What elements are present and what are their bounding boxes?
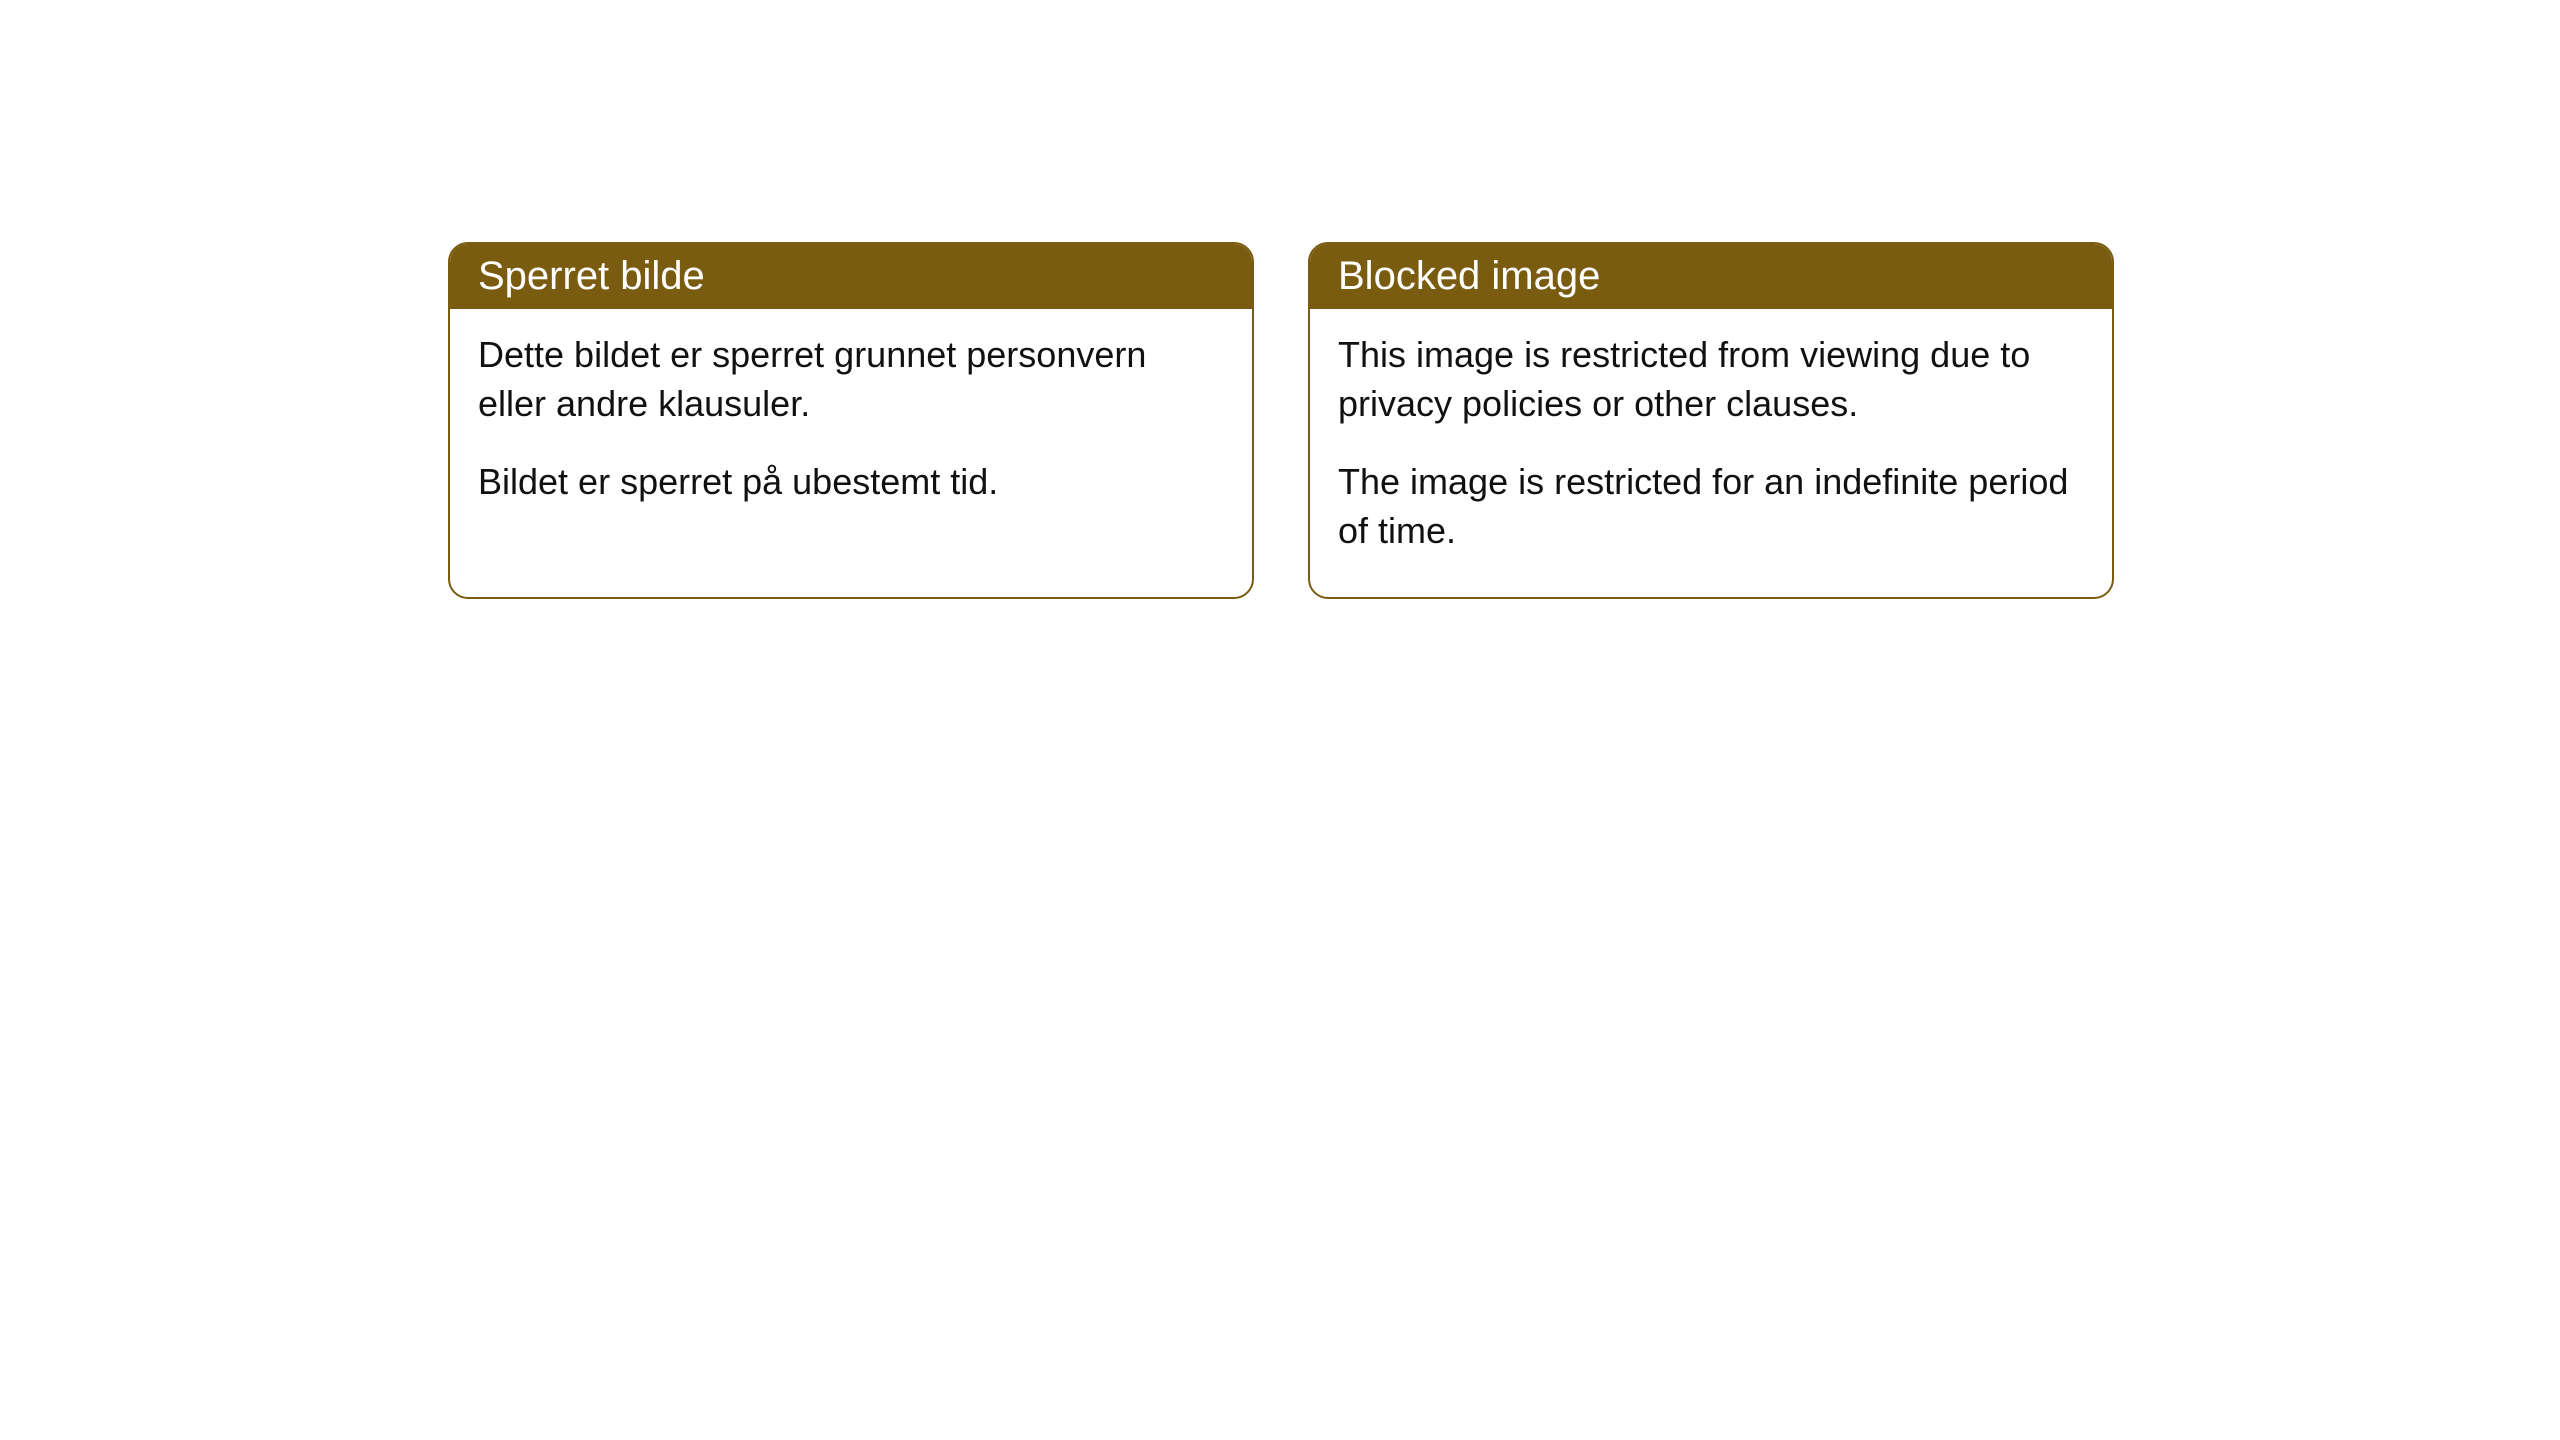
card-body: This image is restricted from viewing du… — [1310, 309, 2112, 597]
notice-card-english: Blocked image This image is restricted f… — [1308, 242, 2114, 599]
card-paragraph: This image is restricted from viewing du… — [1338, 331, 2084, 428]
card-paragraph: Dette bildet er sperret grunnet personve… — [478, 331, 1224, 428]
card-paragraph: The image is restricted for an indefinit… — [1338, 458, 2084, 555]
card-title: Sperret bilde — [478, 254, 705, 298]
notice-cards-container: Sperret bilde Dette bildet er sperret gr… — [448, 242, 2114, 599]
card-header: Sperret bilde — [450, 244, 1252, 309]
card-title: Blocked image — [1338, 254, 1600, 298]
card-paragraph: Bildet er sperret på ubestemt tid. — [478, 458, 1224, 507]
card-header: Blocked image — [1310, 244, 2112, 309]
notice-card-norwegian: Sperret bilde Dette bildet er sperret gr… — [448, 242, 1254, 599]
card-body: Dette bildet er sperret grunnet personve… — [450, 309, 1252, 549]
